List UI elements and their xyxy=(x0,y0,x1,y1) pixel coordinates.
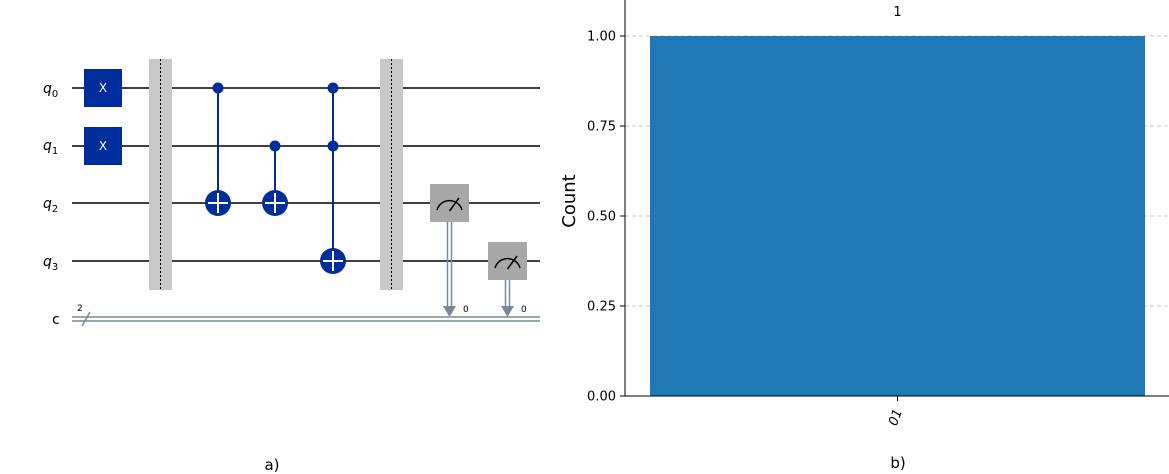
meter-icon-q2 xyxy=(436,199,463,211)
x-gate-q1-label: X xyxy=(99,139,107,153)
measure-gate-q3 xyxy=(488,242,527,280)
measure-gate-q2 xyxy=(430,184,469,222)
qubit-label-q2: q2 xyxy=(43,196,58,215)
measure-q2-target: 0 xyxy=(463,305,469,315)
meter-needle-q2 xyxy=(448,197,460,212)
x-gate-q0 xyxy=(84,69,122,107)
toffoli-control-dot-q1 xyxy=(327,140,339,152)
panel-a-caption: a) xyxy=(264,456,279,474)
measure-q2-arrow xyxy=(443,306,456,317)
chart-y-axis-label: Count xyxy=(559,174,580,227)
y-tick-label-2: 0.50 xyxy=(587,210,616,225)
x-gate-q0-label: X xyxy=(99,81,107,95)
measure-q3-target: 0 xyxy=(521,305,527,315)
measure-q3-arrow xyxy=(501,306,514,317)
cnot-1-control-dot xyxy=(212,82,224,94)
chart-y-ticks: 0.00 0.25 0.50 0.75 1.00 xyxy=(587,30,625,405)
meter-needle-q3 xyxy=(506,255,518,270)
qubit-label-q3: q3 xyxy=(43,254,58,273)
circuit-diagram: q0 q1 q2 q3 c 2 X X xyxy=(43,59,540,328)
y-tick-label-0: 0.00 xyxy=(587,390,616,405)
chart-x-tick-label-01: 01 xyxy=(886,407,906,428)
bar-01-data-label: 1 xyxy=(893,5,901,20)
panel-b-caption: b) xyxy=(890,454,905,472)
cnot-2-control-dot xyxy=(269,140,281,152)
classical-bit-count: 2 xyxy=(77,304,83,314)
bar-01 xyxy=(650,36,1145,396)
qubit-label-q1: q1 xyxy=(43,138,58,157)
y-tick-label-1: 0.25 xyxy=(587,300,616,315)
histogram-chart: 1 0.00 0.25 0.50 0.75 1.00 01 Count xyxy=(559,0,1169,428)
meter-icon-q3 xyxy=(494,257,521,269)
barrier-2 xyxy=(380,59,403,290)
qubit-label-q0: q0 xyxy=(43,81,58,100)
y-tick-label-3: 0.75 xyxy=(587,120,616,135)
classical-bundle-slash xyxy=(81,311,91,327)
toffoli-control-dot-q0 xyxy=(327,82,339,94)
x-gate-q1 xyxy=(84,127,122,165)
classical-label-c: c xyxy=(52,312,60,328)
barrier-1 xyxy=(149,59,172,290)
y-tick-label-4: 1.00 xyxy=(587,30,616,45)
